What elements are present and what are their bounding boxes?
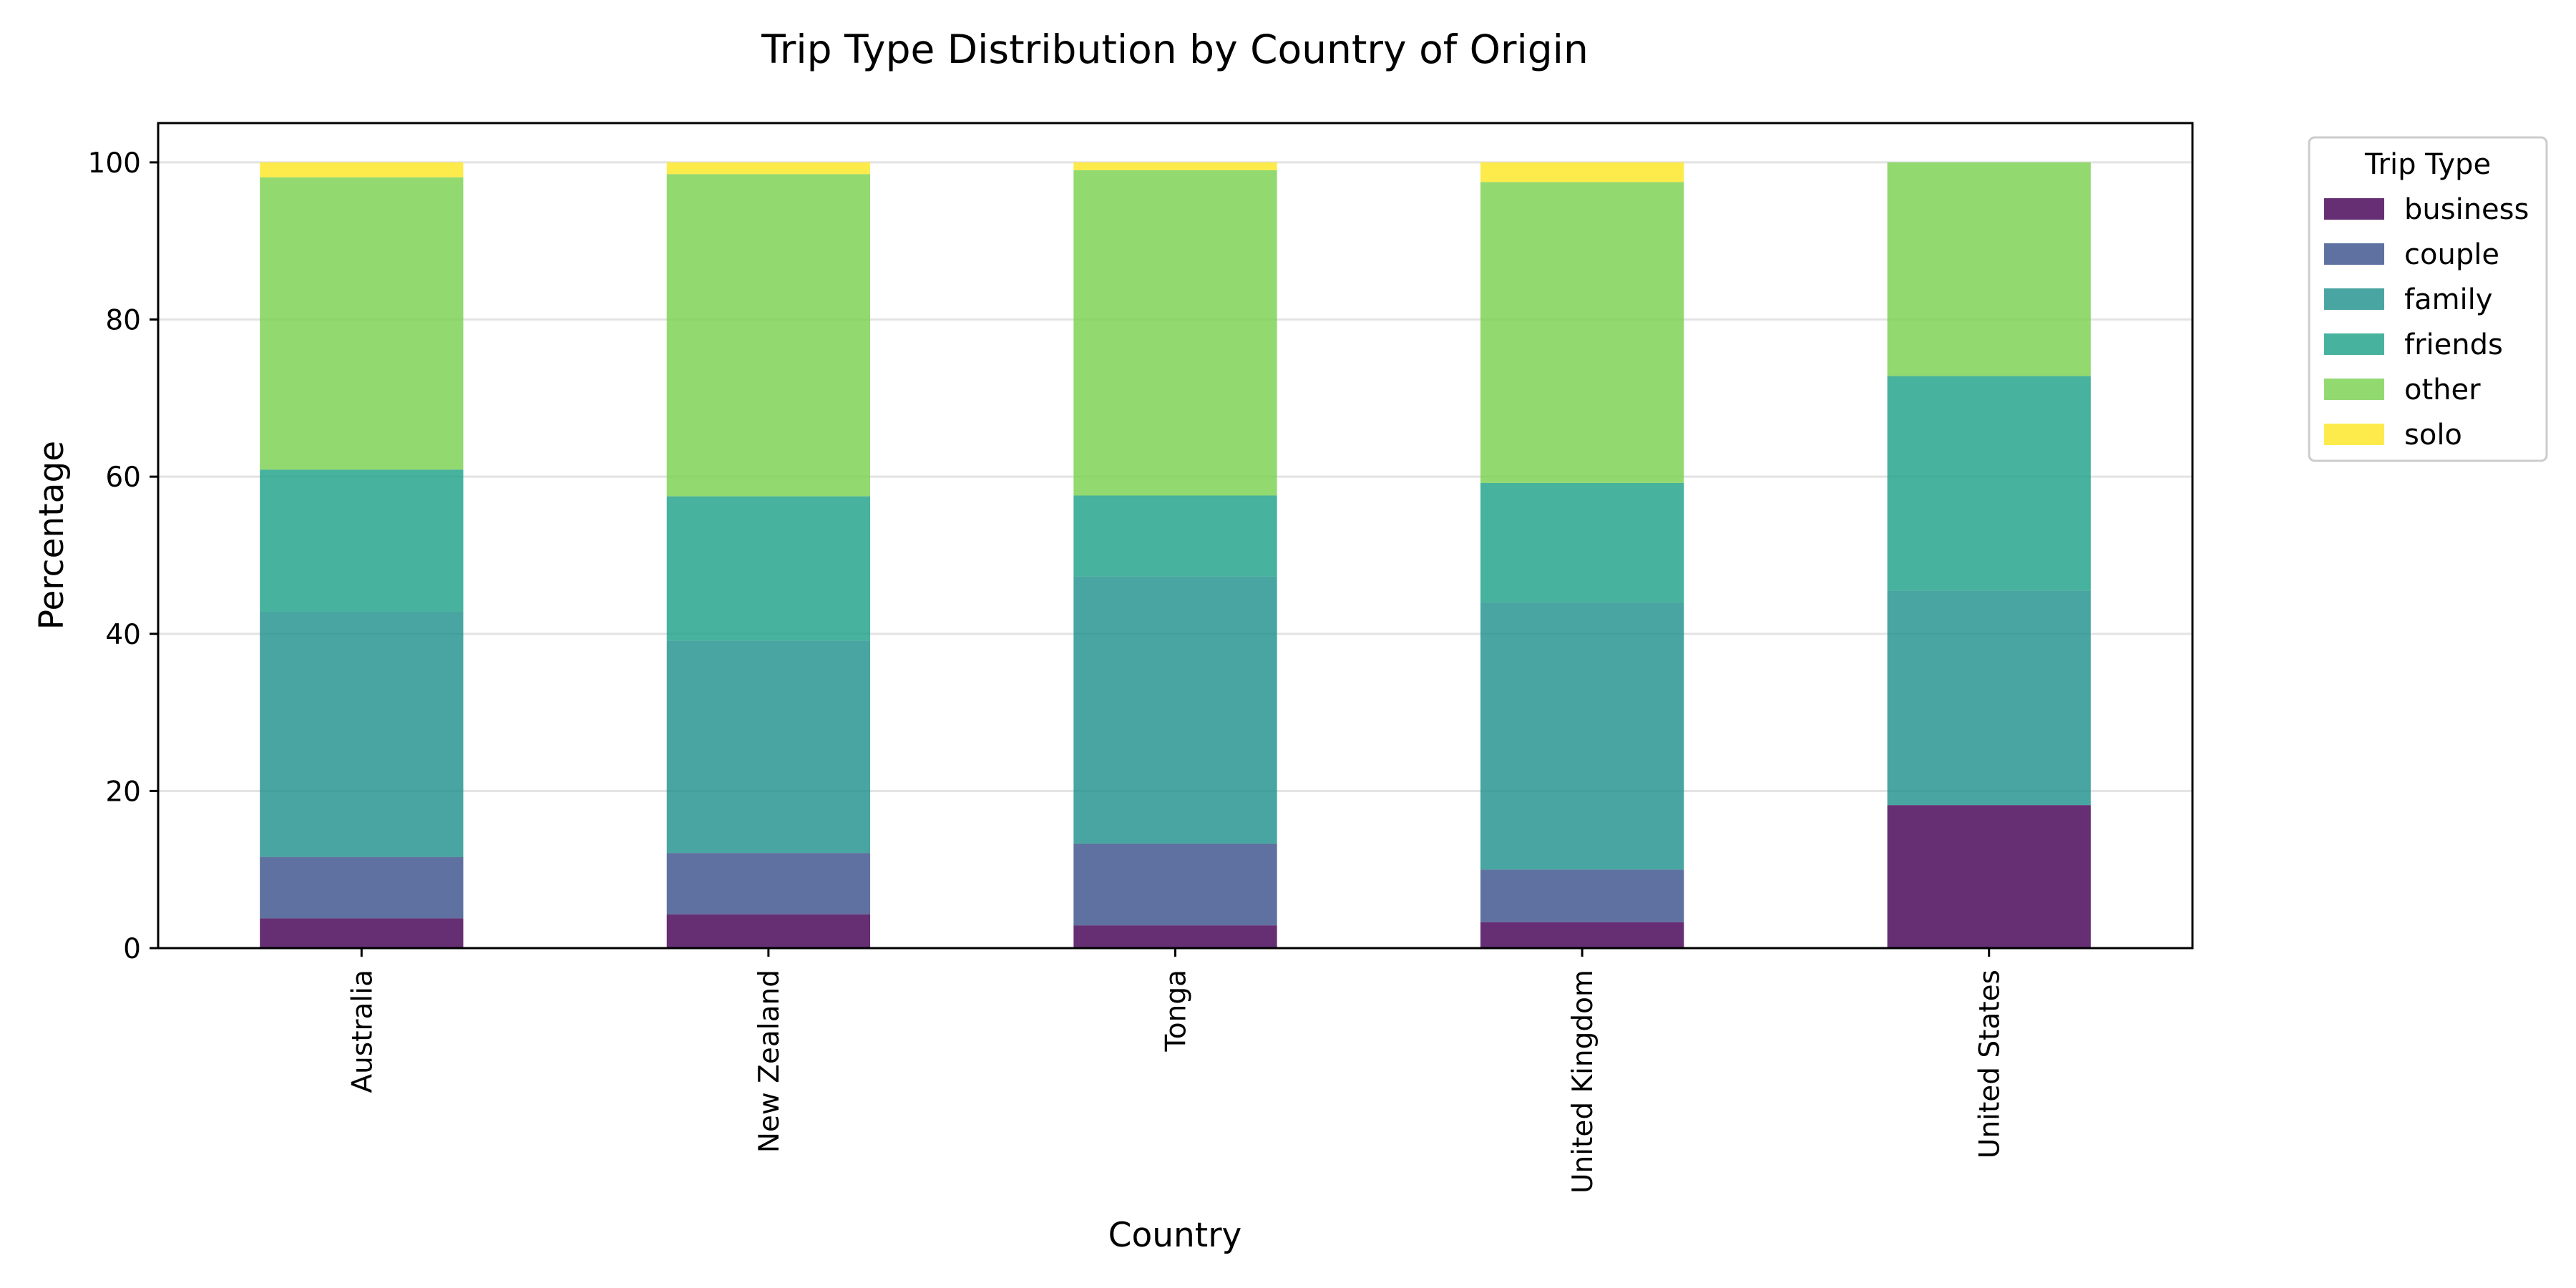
x-tick-label: Tonga — [1161, 970, 1193, 1052]
x-tick-label: United States — [1974, 970, 2006, 1158]
bar-segment-friends — [666, 496, 871, 641]
bar-segment-couple — [1073, 843, 1277, 926]
bar-segment-business — [1073, 925, 1277, 948]
legend-items: business couple family friends other solo — [2324, 193, 2529, 452]
legend-label-solo: solo — [2404, 419, 2462, 452]
bar-segment-business — [666, 914, 871, 948]
bars — [260, 162, 2091, 948]
legend-swatch-couple — [2324, 243, 2384, 265]
legend-label-family: family — [2404, 283, 2492, 316]
legend-swatch-solo — [2324, 424, 2384, 445]
bar-segment-solo — [666, 162, 871, 175]
bar-segment-business — [260, 918, 464, 948]
y-tick-label: 0 — [123, 933, 141, 965]
bar-segment-solo — [1073, 162, 1277, 170]
legend-swatch-family — [2324, 288, 2384, 310]
bar-segment-other — [1887, 162, 2091, 376]
bar-segment-friends — [260, 469, 464, 613]
bar-segment-friends — [1480, 482, 1684, 602]
bar-segment-couple — [260, 857, 464, 919]
y-axis: 0 20 40 60 80 100 — [88, 147, 158, 965]
bar-segment-other — [260, 177, 464, 470]
bar-segment-family — [1073, 576, 1277, 844]
bar-segment-business — [1480, 922, 1684, 948]
legend-swatch-business — [2324, 198, 2384, 220]
legend-label-other: other — [2404, 374, 2481, 406]
legend: Trip Type business couple family friends oth… — [2308, 136, 2548, 462]
legend-swatch-other — [2324, 379, 2384, 400]
chart-title: Trip Type Distribution by Country of Ori… — [761, 26, 1589, 72]
legend-label-friends: friends — [2404, 328, 2503, 361]
y-tick-label: 40 — [105, 619, 141, 651]
bar-segment-couple — [1480, 869, 1684, 922]
bar-segment-solo — [260, 162, 464, 177]
legend-swatch-friends — [2324, 333, 2384, 355]
legend-label-couple: couple — [2404, 238, 2499, 271]
x-axis: Australia New Zealand Tonga United Kingdom U… — [346, 948, 2006, 1194]
bar-segment-other — [1073, 170, 1277, 496]
bar-segment-family — [666, 640, 871, 854]
y-tick-label: 60 — [105, 462, 141, 494]
bar-segment-family — [1480, 602, 1684, 870]
x-tick-label: United Kingdom — [1567, 970, 1599, 1194]
bar-segment-family — [260, 612, 464, 857]
x-tick-label: New Zealand — [753, 970, 786, 1153]
bar-segment-friends — [1073, 495, 1277, 577]
x-tick-label: Australia — [346, 970, 379, 1093]
bar-segment-friends — [1887, 376, 2091, 591]
bar-segment-couple — [666, 853, 871, 914]
bar-segment-business — [1887, 805, 2091, 948]
y-tick-label: 80 — [105, 305, 141, 337]
bar-segment-solo — [1480, 162, 1684, 182]
y-tick-label: 100 — [88, 147, 141, 180]
legend-title: Trip Type — [2364, 148, 2491, 181]
legend-label-business: business — [2404, 193, 2529, 226]
bar-segment-other — [1480, 182, 1684, 483]
y-tick-label: 20 — [105, 776, 141, 808]
bar-segment-family — [1887, 590, 2091, 806]
x-axis-label: Country — [1108, 1216, 1242, 1255]
y-axis-label: Percentage — [32, 441, 72, 630]
bar-segment-other — [666, 174, 871, 497]
